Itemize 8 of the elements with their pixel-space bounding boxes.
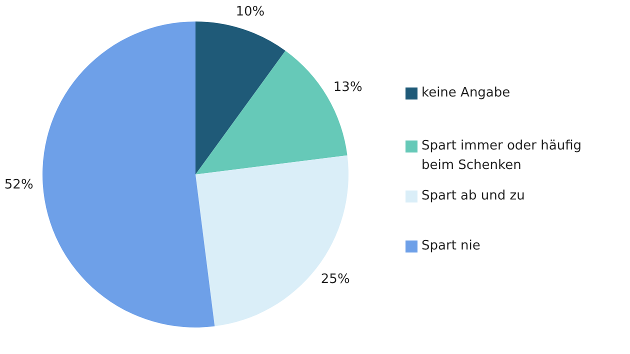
legend-label: Spart nie [422, 238, 480, 254]
data-label: 52% [4, 178, 34, 193]
data-label: 10% [236, 4, 265, 20]
data-label: 13% [333, 80, 362, 95]
legend-label: keine Angabe [422, 86, 510, 100]
data-label: 25% [320, 272, 350, 287]
legend-label: Spart immer oder häufig beim Schenken [422, 138, 582, 173]
legend-label: Spart ab und zu [422, 188, 525, 204]
